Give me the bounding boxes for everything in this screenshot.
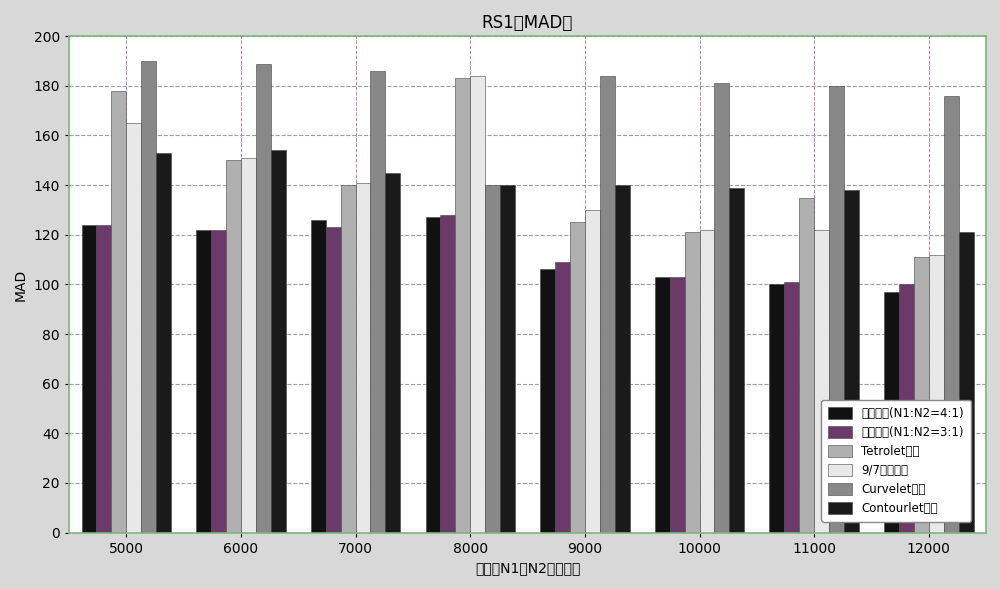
Bar (540, 270, 555, 532)
Bar (685, 232, 700, 532)
Bar (929, 254, 944, 532)
Bar (211, 230, 226, 532)
Bar (440, 215, 455, 532)
Bar (256, 64, 271, 532)
Bar (799, 197, 814, 532)
Bar (700, 230, 714, 532)
Bar (426, 217, 440, 532)
Bar (96, 225, 111, 532)
Bar (485, 185, 500, 532)
Bar (141, 61, 156, 532)
Bar (844, 190, 859, 532)
Y-axis label: MAD: MAD (14, 268, 28, 300)
Bar (585, 210, 600, 532)
Bar (570, 222, 585, 532)
Bar (82, 225, 96, 532)
Bar (884, 292, 899, 532)
Bar (241, 158, 256, 532)
Bar (914, 257, 929, 532)
Bar (455, 78, 470, 532)
Bar (714, 84, 729, 532)
Bar (500, 185, 515, 532)
Bar (899, 284, 914, 532)
Bar (126, 123, 141, 532)
Bar (829, 86, 844, 532)
Bar (385, 173, 400, 532)
Bar (271, 150, 286, 532)
Bar (615, 185, 630, 532)
Bar (600, 76, 615, 532)
Bar (944, 96, 959, 532)
Bar (670, 277, 685, 532)
Bar (655, 277, 670, 532)
Title: RS1的MAD图: RS1的MAD图 (482, 14, 573, 32)
Bar (226, 160, 241, 532)
Bar (311, 220, 326, 532)
Bar (729, 187, 744, 532)
Bar (470, 76, 485, 532)
Bar (196, 230, 211, 532)
Bar (784, 282, 799, 532)
Bar (814, 230, 829, 532)
Bar (356, 183, 370, 532)
Bar (111, 91, 126, 532)
Bar (326, 227, 341, 532)
X-axis label: 保留的N1和N2系数总和: 保留的N1和N2系数总和 (475, 561, 580, 575)
Bar (555, 262, 570, 532)
Bar (370, 71, 385, 532)
Bar (959, 232, 974, 532)
Legend: 所提方法(N1:N2=4:1), 所提方法(N1:N2=3:1), Tetrolet变换, 9/7小波变换, Curvelet变换, Contourlet变换: 所提方法(N1:N2=4:1), 所提方法(N1:N2=3:1), Tetrol… (821, 400, 971, 522)
Bar (769, 284, 784, 532)
Bar (156, 153, 171, 532)
Bar (341, 185, 356, 532)
